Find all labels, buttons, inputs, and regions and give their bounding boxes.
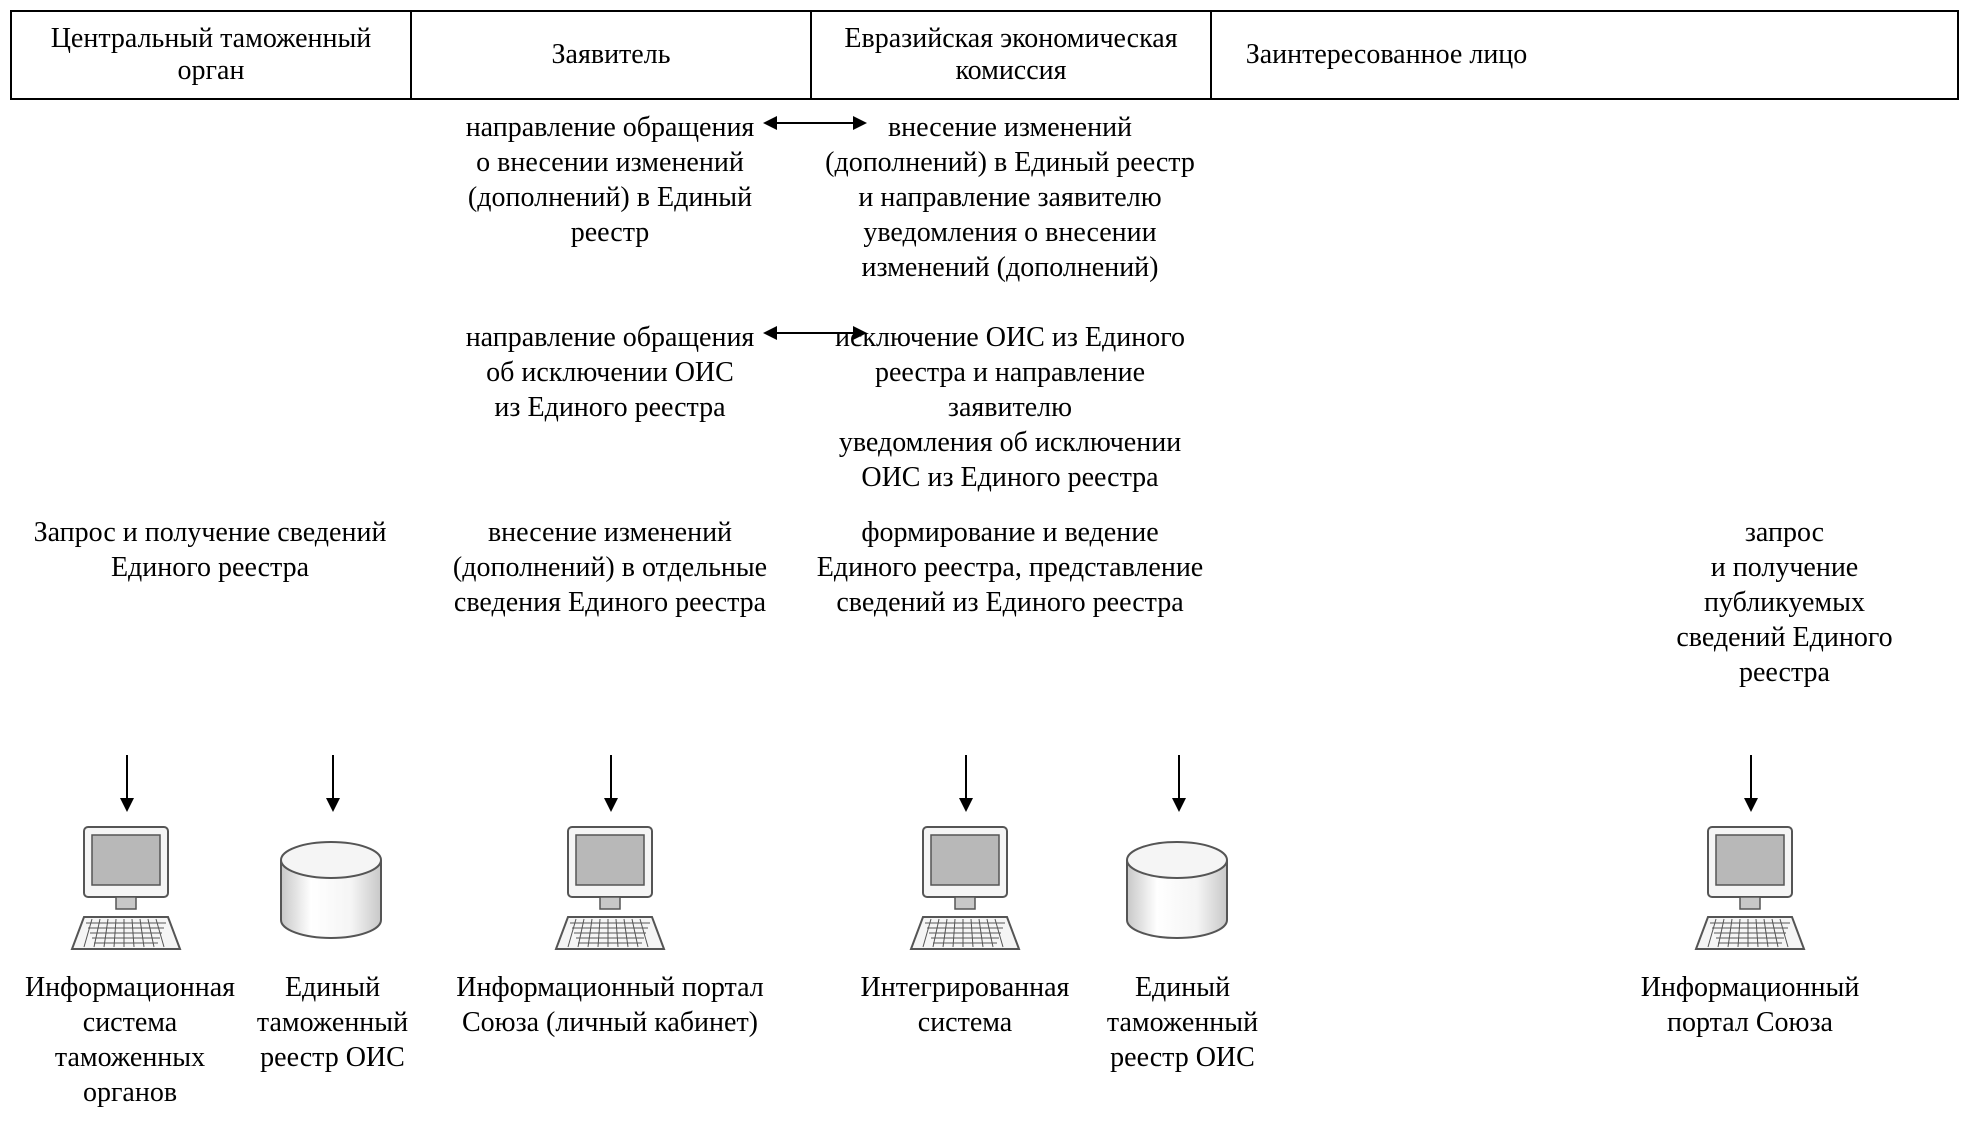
header-col-commission: Евразийская экономическая комиссия bbox=[812, 12, 1212, 98]
bidirectional-arrow-icon bbox=[765, 332, 865, 334]
arrow-down-icon bbox=[332, 755, 334, 810]
database-cylinder-icon bbox=[1122, 840, 1232, 945]
system-label-5: Единый таможенный реестр ОИС bbox=[1095, 970, 1270, 1075]
arrow-down-icon bbox=[126, 755, 128, 810]
arrow-down-icon bbox=[610, 755, 612, 810]
text-applicant-row3: внесение изменений (дополнений) в отдель… bbox=[410, 515, 810, 620]
text-interested-row3: запрос и получение публикуемых сведений … bbox=[1610, 515, 1959, 690]
text-commission-row2: исключение ОИС из Единого реестра и напр… bbox=[810, 320, 1210, 495]
system-label-3: Информационный портал Союза (личный каби… bbox=[430, 970, 790, 1040]
text-customs-row3: Запрос и получение сведений Единого реес… bbox=[10, 515, 410, 585]
database-cylinder-icon bbox=[276, 840, 386, 945]
text-commission-row1: внесение изменений (дополнений) в Единый… bbox=[810, 110, 1210, 285]
arrow-down-icon bbox=[1750, 755, 1752, 810]
computer-icon bbox=[1692, 825, 1808, 960]
header-row: Центральный таможенный орган Заявитель Е… bbox=[10, 10, 1959, 100]
computer-icon bbox=[907, 825, 1023, 960]
system-label-6: Информационный портал Союза bbox=[1610, 970, 1890, 1040]
system-label-4: Интегрированная система bbox=[840, 970, 1090, 1040]
header-label: Центральный таможенный орган bbox=[22, 23, 400, 87]
text-commission-row3: формирование и ведение Единого реестра, … bbox=[810, 515, 1210, 620]
computer-icon bbox=[68, 825, 184, 960]
text-applicant-row1: направление обращения о внесении изменен… bbox=[410, 110, 810, 250]
header-label: Заинтересованное лицо bbox=[1246, 39, 1528, 71]
bidirectional-arrow-icon bbox=[765, 122, 865, 124]
header-label: Евразийская экономическая комиссия bbox=[822, 23, 1200, 87]
text-applicant-row2: направление обращения об исключении ОИС … bbox=[410, 320, 810, 425]
arrow-down-icon bbox=[965, 755, 967, 810]
computer-icon bbox=[552, 825, 668, 960]
process-diagram: Центральный таможенный орган Заявитель Е… bbox=[10, 10, 1959, 1124]
header-label: Заявитель bbox=[552, 39, 671, 71]
header-col-applicant: Заявитель bbox=[412, 12, 812, 98]
arrow-down-icon bbox=[1178, 755, 1180, 810]
system-label-2: Единый таможенный реестр ОИС bbox=[245, 970, 420, 1075]
header-col-interested: Заинтересованное лицо bbox=[1212, 12, 1561, 98]
header-col-customs: Центральный таможенный орган bbox=[12, 12, 412, 98]
system-label-1: Информационная система таможенных органо… bbox=[20, 970, 240, 1110]
